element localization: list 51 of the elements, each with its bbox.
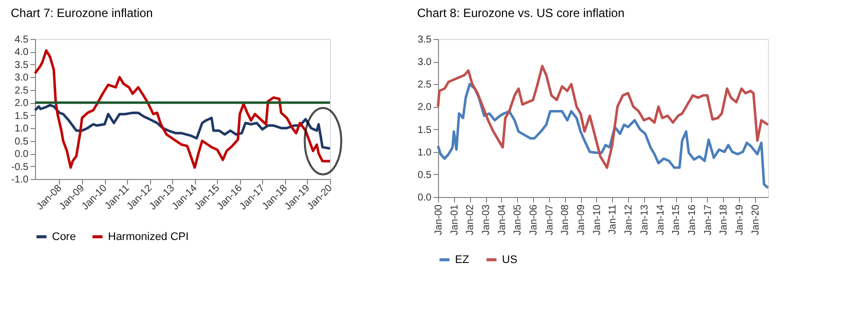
x-tick-label: Jan-11: [608, 204, 619, 234]
x-tick-label: Jan-19: [734, 204, 746, 236]
x-tick-label: Jan-03: [481, 204, 492, 236]
x-tick-label: Jan-07: [544, 204, 556, 236]
x-tick-label: Jan-13: [639, 204, 650, 236]
x-tick-label: Jan-17: [702, 204, 714, 236]
x-tick-label: Jan-08: [560, 204, 572, 236]
y-tick-label: 1.0: [418, 147, 432, 158]
y-tick-label: 3.5: [418, 34, 432, 46]
y-tick-label: -0.5: [11, 162, 29, 173]
x-tick-label: Jan-14: [655, 204, 666, 236]
x-tick-label: Jan-16: [686, 204, 698, 236]
y-tick-label: 1.5: [418, 124, 432, 136]
line-series: [436, 64, 770, 169]
x-tick-label: Jan-02: [465, 204, 476, 236]
x-tick-label: Jan-15: [671, 204, 682, 236]
y-tick-label: 0.0: [14, 149, 29, 160]
y-tick-label: 0.0: [418, 192, 432, 204]
legend-label: US: [502, 254, 518, 266]
y-tick-label: 2.5: [14, 85, 29, 96]
y-tick-label: 3.0: [418, 57, 432, 68]
chart-title: Chart 8: Eurozone vs. US core inflation: [417, 6, 625, 20]
x-tick-label: Jan-18: [718, 204, 730, 236]
y-tick-label: 2.0: [14, 98, 29, 110]
chart-title: Chart 7: Eurozone inflation: [10, 6, 153, 20]
y-tick-label: 0.5: [14, 136, 29, 148]
x-tick-label: Jan-04: [496, 204, 508, 236]
x-tick-label: Jan-06: [528, 204, 540, 236]
y-tick-label: -1.0: [11, 174, 29, 186]
y-tick-label: 1.5: [14, 110, 29, 122]
y-tick-label: 4.0: [14, 47, 29, 58]
y-tick-label: 4.5: [14, 34, 29, 46]
line-series: [436, 82, 770, 190]
x-tick-label: Jan-12: [624, 204, 635, 236]
y-tick-label: 2.5: [418, 80, 432, 91]
y-tick-label: 2.0: [418, 102, 432, 114]
x-tick-label: Jan-10: [592, 204, 603, 236]
y-tick-label: 0.5: [418, 170, 432, 181]
line-series: [34, 104, 332, 150]
x-tick-label: Jan-09: [576, 204, 588, 236]
y-tick-label: 1.0: [14, 124, 29, 135]
legend-label: Core: [52, 230, 76, 243]
x-tick-label: Jan-20: [750, 204, 762, 236]
line-series: [34, 49, 332, 169]
y-tick-label: 3.0: [14, 72, 29, 84]
x-tick-label: Jan-00: [434, 204, 444, 236]
y-tick-label: 3.5: [14, 60, 29, 71]
x-tick-label: Jan-05: [512, 204, 524, 236]
x-tick-label: Jan-01: [449, 204, 460, 236]
legend-label: Harmonized CPI: [108, 230, 189, 243]
legend-label: EZ: [455, 254, 470, 266]
